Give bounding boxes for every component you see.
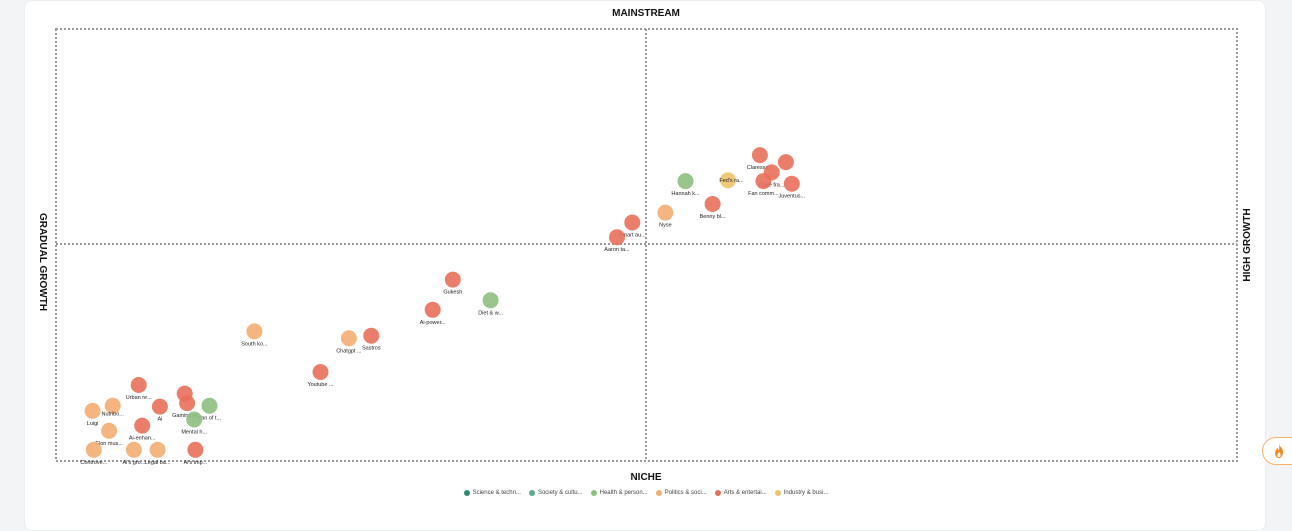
data-point[interactable] — [340, 330, 357, 347]
data-point[interactable] — [149, 441, 166, 458]
data-point-label: Fed's ra... — [719, 178, 744, 184]
data-point[interactable] — [783, 175, 800, 192]
data-point-label: Van of t... — [198, 416, 222, 422]
data-point-label: Mental h... — [181, 430, 207, 436]
data-point-label: Fan comm... — [748, 191, 779, 197]
data-point-label: Claressa... — [747, 165, 774, 171]
data-point[interactable] — [720, 172, 736, 189]
data-point[interactable] — [84, 402, 101, 419]
data-point[interactable] — [101, 422, 118, 439]
data-point-label: Aaron ta... — [604, 247, 630, 253]
data-point-label: Ai-power... — [420, 320, 446, 326]
legend-item[interactable]: Society & cultu... — [528, 490, 583, 496]
data-point[interactable] — [104, 397, 121, 414]
legend-swatch — [528, 490, 535, 496]
data-point-label: South ko... — [241, 341, 268, 347]
legend-label: Society & cultu... — [537, 490, 583, 496]
data-point-label: Elon mus... — [95, 441, 123, 447]
data-point[interactable] — [130, 377, 147, 393]
legend-swatch — [463, 490, 470, 496]
data-point[interactable] — [751, 147, 768, 164]
data-point-label: Smart au... — [619, 233, 646, 239]
data-point[interactable] — [186, 411, 203, 428]
data-point[interactable] — [777, 154, 794, 171]
legend-label: Industry & busi... — [783, 490, 829, 496]
label-left: GRADUAL GROWTH — [37, 213, 48, 311]
data-point-label: Chatgpt ... — [336, 348, 362, 354]
fire-icon — [1275, 444, 1283, 458]
data-point[interactable] — [134, 417, 151, 434]
data-point-label: Hannah k... — [671, 191, 700, 197]
data-point-label: Ai's gro... — [123, 460, 146, 466]
trending-button[interactable] — [1262, 437, 1292, 465]
data-point[interactable] — [677, 173, 694, 190]
data-point-label: Legal ba... — [145, 460, 171, 466]
legend-swatch — [774, 490, 781, 496]
data-point[interactable] — [624, 214, 641, 231]
legend-item[interactable]: Science & techn... — [463, 490, 521, 496]
data-point-label: Ai's imp... — [184, 460, 208, 466]
data-point-label: Diet & w... — [478, 310, 503, 316]
data-point-label: Nyse — [659, 223, 672, 229]
label-right: HIGH GROWTH — [1242, 208, 1253, 281]
data-point-label: Sastros — [362, 346, 381, 352]
legend-swatch — [590, 490, 597, 496]
legend-label: Science & techn... — [472, 490, 521, 496]
legend-item[interactable]: Politics & soci... — [655, 490, 707, 496]
data-point-label: Gukesh — [443, 290, 462, 296]
data-point[interactable] — [482, 292, 499, 309]
data-point-label: Nutribo... — [102, 412, 125, 418]
legend-label: Arts & entertai... — [723, 490, 767, 496]
data-point-label: Ai-enhan... — [129, 436, 156, 442]
data-point[interactable] — [187, 441, 204, 458]
legend-label: Politics & soci... — [664, 490, 707, 496]
legend-swatch — [655, 490, 662, 496]
data-point-label: Benny bl... — [700, 214, 726, 220]
data-point[interactable] — [609, 229, 625, 246]
data-point-label: Juventus... — [778, 194, 805, 200]
data-point[interactable] — [85, 441, 102, 458]
legend-label: Health & person... — [599, 490, 648, 496]
data-point-label: Luigi — [87, 421, 99, 427]
legend-item[interactable]: Industry & busi... — [774, 490, 829, 496]
label-top: MAINSTREAM — [612, 8, 680, 19]
data-point-label: Controve... — [80, 460, 107, 466]
label-bottom: NICHE — [630, 472, 661, 483]
data-point[interactable] — [657, 204, 674, 221]
data-point-label: Dave fra... — [759, 182, 785, 188]
data-point[interactable] — [424, 301, 441, 318]
data-point[interactable] — [704, 196, 721, 212]
legend-item[interactable]: Health & person... — [590, 490, 648, 496]
data-point[interactable] — [444, 271, 461, 288]
data-point[interactable] — [151, 398, 168, 415]
data-point-label: Ai — [157, 417, 162, 423]
data-point[interactable] — [755, 173, 772, 190]
scatter-points: Claressa... Dave fra... Fed's ra... Fan com… — [80, 147, 806, 466]
legend: Science & techn... Society & cultu... Heal… — [0, 490, 1292, 496]
data-point-label: Urban re... — [126, 395, 152, 401]
data-point[interactable] — [179, 395, 196, 412]
legend-swatch — [714, 490, 721, 496]
data-point[interactable] — [246, 323, 263, 340]
data-point[interactable] — [201, 397, 218, 414]
data-point-label: Youtube ... — [307, 382, 334, 388]
data-point[interactable] — [125, 441, 142, 458]
data-point[interactable] — [363, 327, 380, 344]
data-point[interactable] — [312, 364, 329, 380]
legend-item[interactable]: Arts & entertai... — [714, 490, 767, 496]
